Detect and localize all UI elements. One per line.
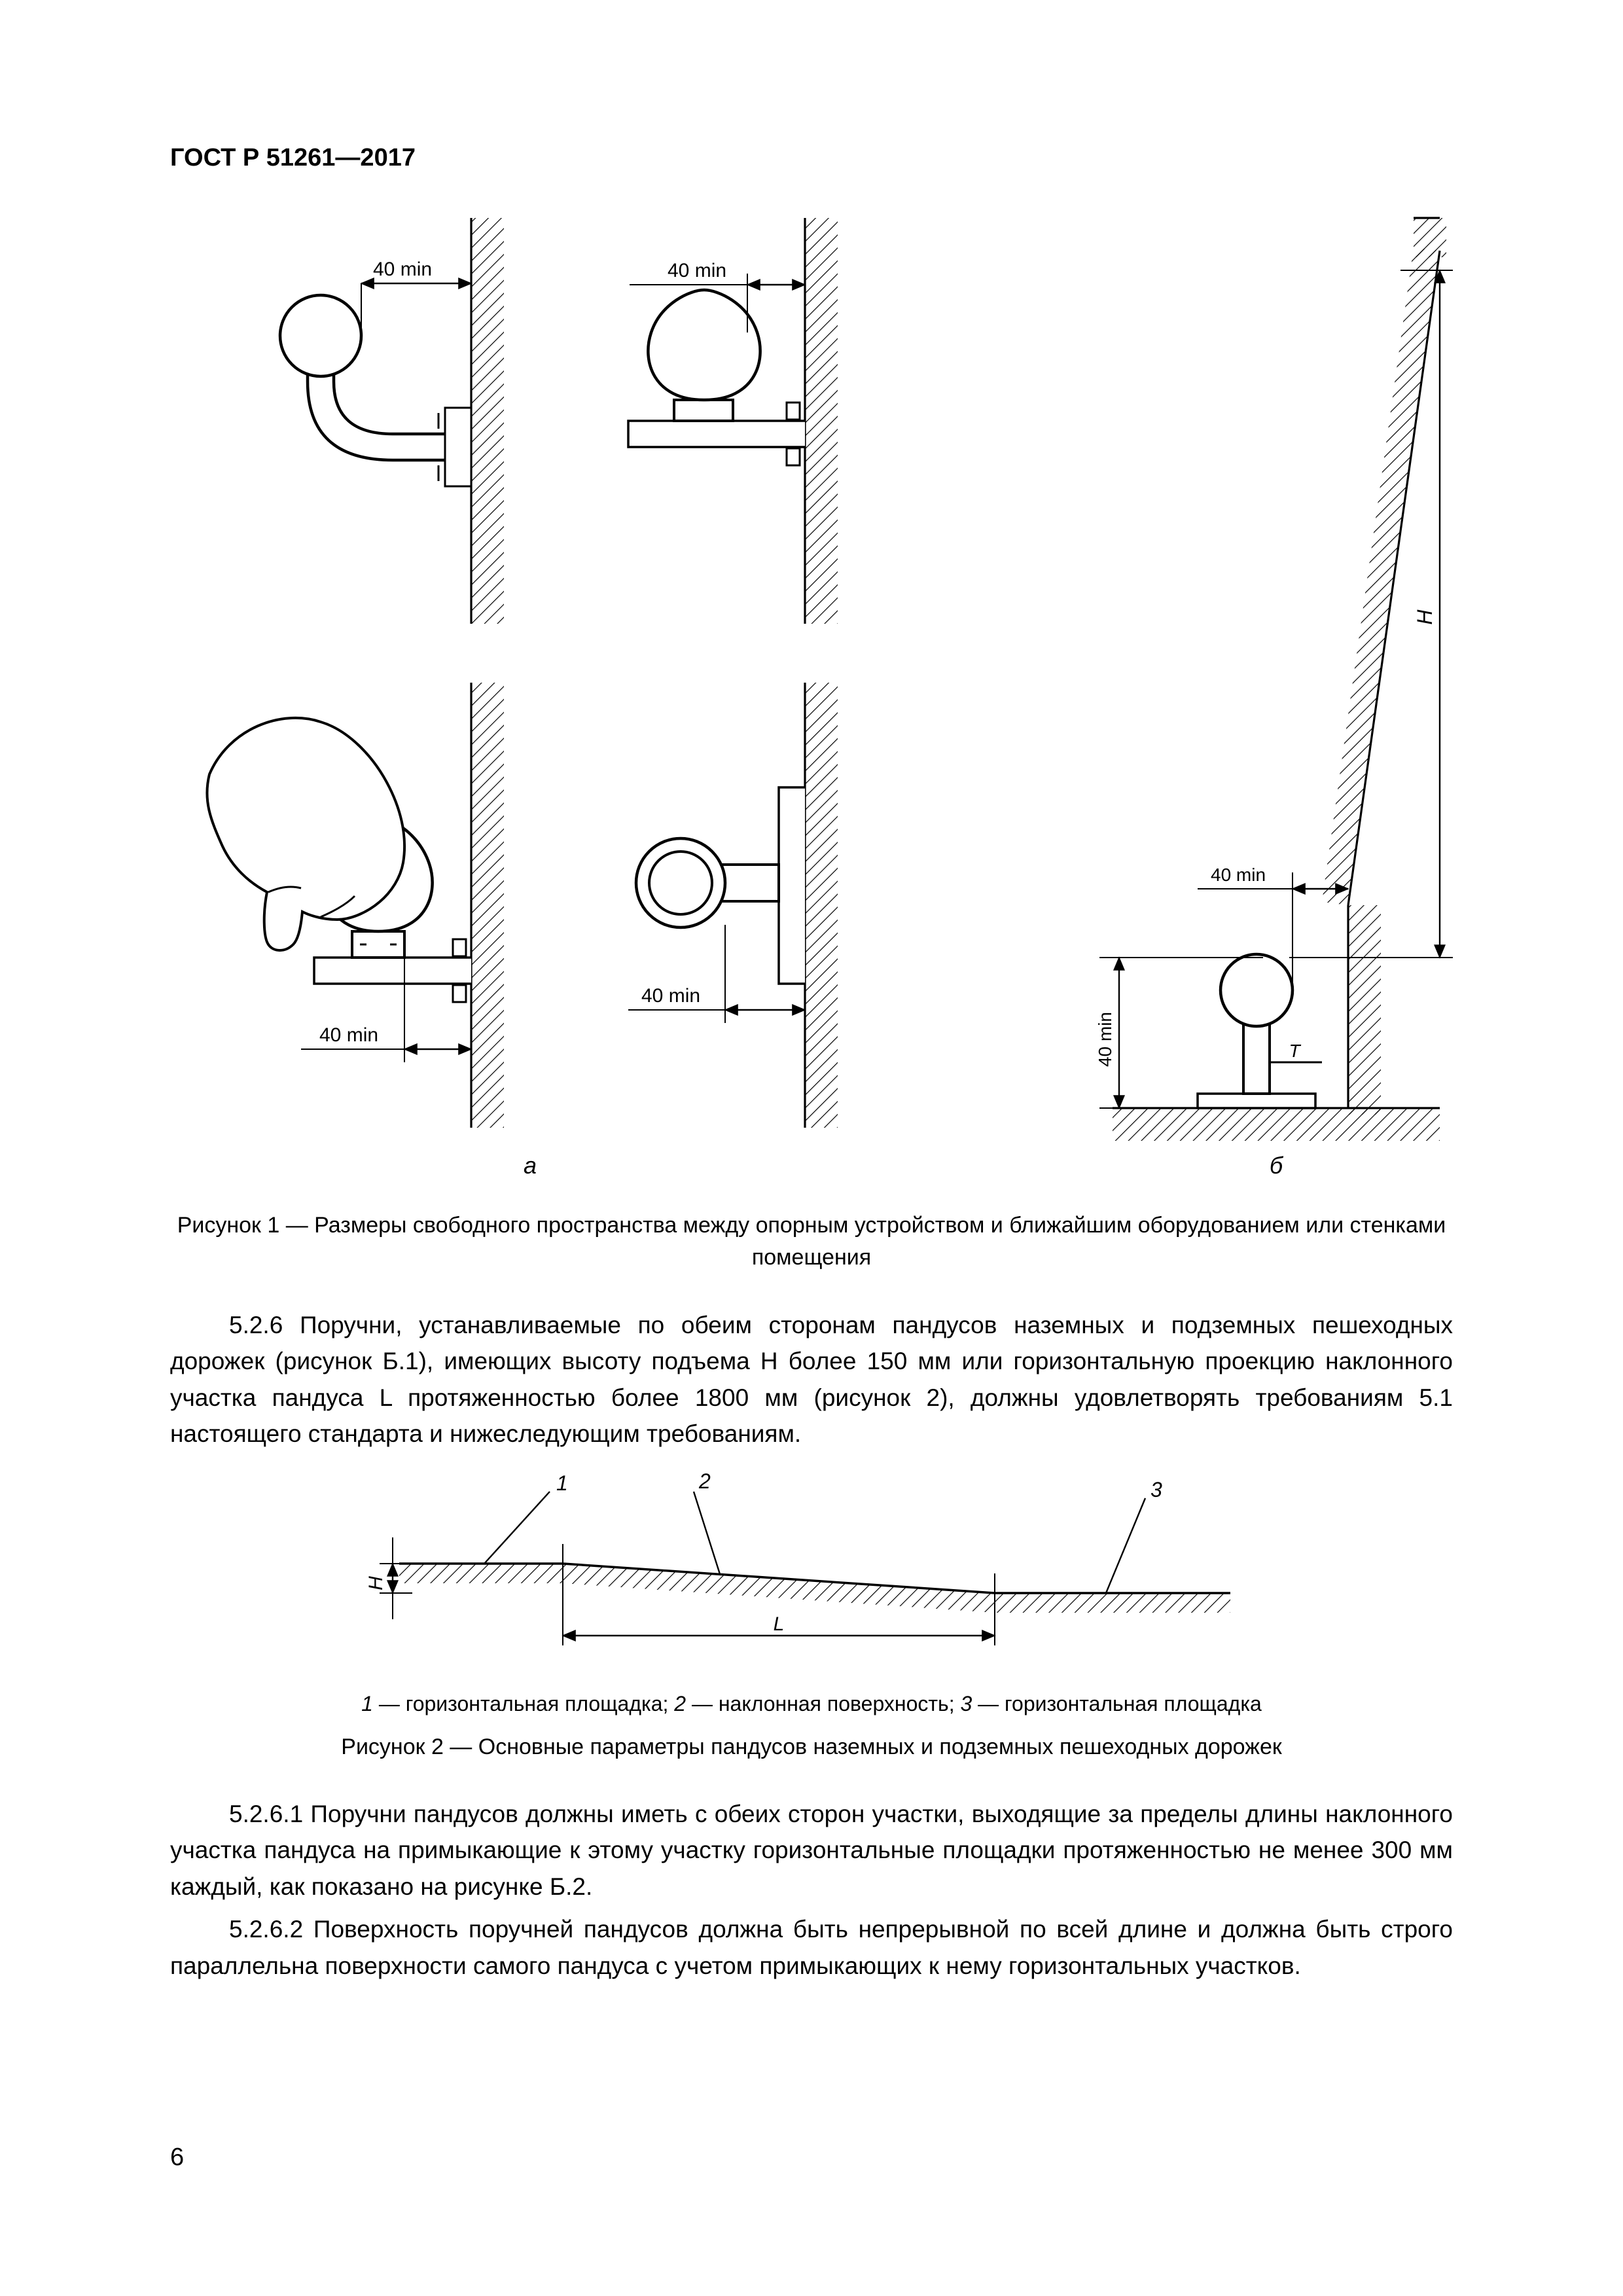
figure-2-legend: 1 — горизонтальная площадка; 2 — наклонн…: [170, 1688, 1453, 1719]
doc-header: ГОСТ Р 51261—2017: [170, 144, 1453, 172]
page-number: 6: [170, 2144, 184, 2172]
dim-40min: 40 min: [373, 259, 432, 280]
dim-40min: 40 min: [668, 260, 726, 281]
fig2-n2: 2: [698, 1469, 711, 1493]
fig2-n1: 1: [556, 1471, 568, 1495]
fig2-H: H: [365, 1575, 387, 1590]
fig2-L: L: [774, 1613, 785, 1635]
para-5-2-6: 5.2.6 Поручни, устанавливаемые по обеим …: [170, 1307, 1453, 1452]
dim-40min: 40 min: [1211, 865, 1266, 885]
label-H: H: [1413, 609, 1436, 625]
fig2-n3: 3: [1150, 1478, 1162, 1501]
figure-2: H L 1 2 3 1 — горизонтальная площадка; 2…: [170, 1465, 1453, 1763]
dim-40min: 40 min: [641, 985, 700, 1007]
dim-40min: 40 min: [319, 1024, 378, 1046]
figure-2-caption: Рисунок 2 — Основные параметры пандусов …: [170, 1731, 1453, 1763]
label-T: T: [1289, 1041, 1301, 1061]
figure-1-caption: Рисунок 1 — Размеры свободного пространс…: [170, 1210, 1453, 1274]
figure-1: 40 min 40 min: [170, 211, 1453, 1274]
para-5-2-6-2: 5.2.6.2 Поверхность поручней пандусов до…: [170, 1911, 1453, 1984]
fig1-sub-a: а: [524, 1152, 537, 1179]
dim-40min: 40 min: [1095, 1012, 1115, 1067]
fig1-sub-b: б: [1270, 1152, 1284, 1179]
para-5-2-6-1: 5.2.6.1 Поручни пандусов должны иметь с …: [170, 1796, 1453, 1905]
